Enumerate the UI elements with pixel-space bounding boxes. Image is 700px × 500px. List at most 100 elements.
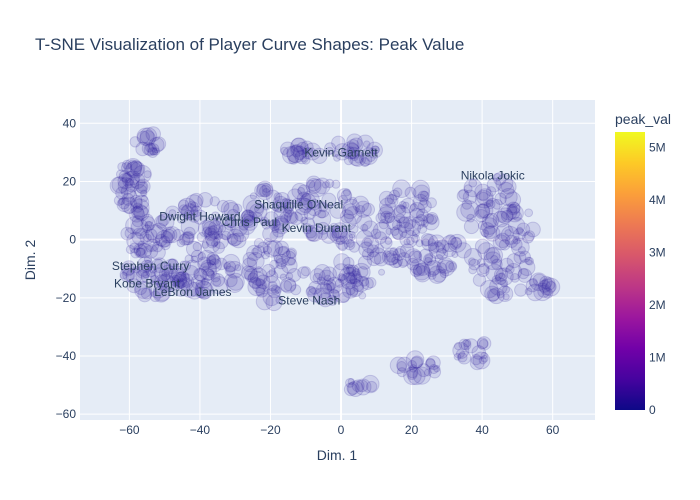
- data-point: [456, 189, 470, 203]
- data-point: [125, 267, 143, 285]
- data-point: [329, 202, 347, 219]
- data-point: [121, 260, 137, 276]
- data-point: [349, 151, 360, 162]
- data-point: [301, 155, 311, 165]
- data-point: [362, 220, 379, 237]
- data-point: [469, 355, 485, 371]
- data-point: [133, 244, 148, 259]
- data-point: [194, 280, 213, 299]
- data-point: [150, 222, 168, 239]
- data-point: [301, 217, 316, 232]
- data-point: [145, 143, 154, 153]
- data-point: [271, 225, 280, 234]
- data-point: [412, 229, 420, 238]
- data-point: [230, 219, 248, 237]
- data-point: [420, 232, 434, 247]
- data-point: [202, 268, 215, 281]
- colorbar-gradient: [615, 132, 645, 410]
- data-point: [160, 239, 171, 251]
- data-point: [403, 366, 422, 386]
- data-point: [399, 243, 415, 259]
- data-point: [308, 198, 321, 211]
- data-point: [193, 268, 208, 282]
- data-point: [389, 247, 399, 256]
- data-point: [125, 170, 141, 186]
- data-point: [275, 253, 289, 267]
- data-point: [149, 244, 166, 261]
- data-point: [409, 207, 425, 223]
- data-point: [339, 209, 354, 224]
- data-point: [491, 198, 503, 210]
- data-point: [466, 213, 476, 223]
- data-point: [255, 274, 271, 290]
- data-point: [271, 285, 281, 295]
- data-point: [119, 267, 135, 283]
- data-point: [326, 276, 343, 294]
- data-point: [158, 264, 178, 283]
- data-point: [125, 216, 144, 235]
- data-point: [400, 197, 416, 214]
- data-point: [300, 266, 311, 277]
- data-point: [445, 234, 457, 246]
- data-point: [496, 207, 514, 224]
- data-point: [361, 374, 380, 394]
- data-point: [525, 278, 540, 293]
- data-point: [480, 351, 488, 360]
- data-point: [226, 233, 239, 245]
- data-point: [223, 273, 238, 288]
- data-point: [150, 267, 168, 285]
- data-point: [447, 233, 467, 253]
- data-point: [251, 247, 259, 256]
- data-point: [405, 350, 425, 369]
- data-point: [339, 230, 354, 245]
- x-tick-label: −20: [260, 423, 281, 437]
- data-point: [129, 136, 141, 148]
- data-point: [456, 349, 465, 359]
- data-point: [345, 271, 356, 282]
- data-point: [339, 213, 357, 231]
- data-point: [177, 199, 190, 211]
- data-point: [453, 342, 463, 351]
- player-label: Nikola Jokic: [461, 169, 525, 183]
- data-point: [325, 146, 334, 156]
- data-point: [404, 248, 423, 266]
- data-point: [155, 230, 173, 248]
- data-point: [355, 205, 366, 215]
- data-point: [476, 336, 492, 351]
- data-point: [198, 261, 218, 281]
- data-point: [518, 258, 536, 276]
- data-point: [313, 287, 331, 306]
- data-point: [260, 218, 269, 227]
- data-point: [360, 223, 369, 232]
- data-point: [206, 236, 219, 249]
- data-point: [261, 220, 271, 230]
- data-point: [353, 154, 364, 164]
- player-annotations: Kevin Garnett Nikola Jokic Dwight Howard Sh…: [112, 145, 525, 307]
- data-point: [348, 137, 364, 153]
- data-point: [305, 286, 317, 298]
- data-point: [283, 278, 297, 292]
- data-point: [313, 177, 331, 195]
- data-point: [369, 147, 377, 156]
- data-point: [255, 266, 263, 274]
- data-point: [436, 256, 454, 274]
- data-point: [326, 294, 338, 306]
- data-point: [239, 209, 258, 228]
- data-point: [282, 198, 295, 212]
- data-point: [120, 183, 137, 200]
- data-point: [358, 276, 370, 287]
- data-point: [256, 180, 274, 198]
- data-point: [206, 252, 220, 266]
- data-point: [130, 196, 143, 210]
- data-point: [524, 230, 536, 242]
- data-point: [195, 279, 204, 288]
- data-point: [224, 265, 236, 277]
- data-point: [354, 378, 372, 396]
- data-point: [507, 216, 526, 235]
- data-point: [340, 272, 358, 290]
- data-point: [190, 255, 199, 264]
- data-point: [145, 224, 165, 244]
- data-point: [113, 195, 125, 206]
- data-point: [309, 268, 326, 285]
- data-point: [172, 228, 185, 241]
